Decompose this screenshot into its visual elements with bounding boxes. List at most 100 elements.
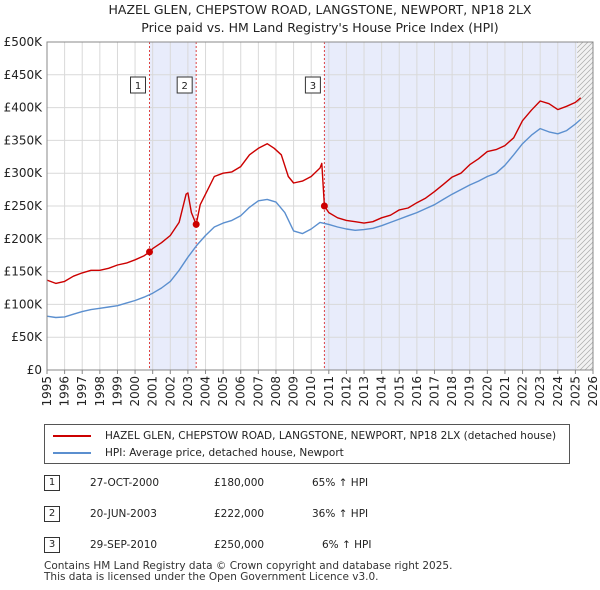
price-chart: HAZEL GLEN, CHEPSTOW ROAD, LANGSTONE, NE… [4,2,600,407]
x-tick-label: 2008 [269,376,283,407]
x-tick-label: 2002 [163,376,177,407]
x-tick-label: 1997 [75,376,89,407]
x-tick-label: 2005 [216,376,230,407]
forecast-hatch-line [577,42,589,54]
forecast-hatch-line [577,261,593,279]
y-tick-label: £150K [4,265,44,279]
x-axis: 1995 1996 1997 1998 1999 2000 2001 2002 2003 2004… [40,370,600,407]
forecast-hatch-line [577,111,593,129]
legend-swatch-red [53,435,91,437]
forecast-hatch [577,22,593,370]
y-tick-label: £200K [4,232,44,246]
forecast-hatch-line [577,161,593,179]
y-tick-label: £350K [4,133,44,147]
forecast-hatch-line [577,276,593,294]
sale-point [192,220,200,228]
forecast-hatch-line [577,51,593,69]
forecast-hatch-line [577,181,593,199]
forecast-hatch-line [577,86,593,104]
forecast-hatch-line [577,46,593,64]
forecast-hatch-line [577,171,593,189]
x-tick-label: 1996 [58,376,72,407]
forecast-hatch-line [577,42,579,44]
forecast-hatch-line [577,71,593,89]
series-lines [46,97,582,319]
y-tick-label: £100K [4,297,44,311]
forecast-hatch-line [577,331,593,349]
forecast-hatch-line [577,336,593,354]
sale-date: 29-SEP-2010 [90,539,158,551]
sale-row: 3 29-SEP-2010 £250,000 6% ↑ HPI [44,537,584,555]
sale-label: 1 [135,81,141,92]
sale-price: £222,000 [214,508,265,520]
x-tick-label: 2024 [551,376,565,407]
sale-label-box [176,76,193,94]
forecast-hatch-line [579,356,593,370]
footer-license: This data is licensed under the Open Gov… [44,571,379,583]
x-tick-label: 2026 [586,376,600,407]
forecast-hatch-line [577,281,593,299]
forecast-hatch-line [577,301,593,319]
x-tick-label: 2020 [480,376,494,407]
forecast-hatch-line [577,151,593,169]
x-tick-label: 2015 [392,376,406,407]
forecast-hatch-line [577,231,593,249]
plot-frame [46,41,594,371]
x-tick-label: 2016 [410,376,424,407]
y-tick-label: £50K [11,330,43,344]
x-tick-label: 1995 [40,376,54,407]
legend-label-price: HAZEL GLEN, CHEPSTOW ROAD, LANGSTONE, NE… [105,430,557,442]
forecast-hatch-line [577,236,593,254]
x-tick-label: 2019 [463,376,477,407]
forecast-hatch-line [577,216,593,234]
forecast-hatch-line [577,22,593,38]
x-tick-label: 2013 [357,376,371,407]
y-tick-label: £300K [4,166,44,180]
x-tick-label: 2012 [339,376,353,407]
sale-label: 2 [181,81,187,92]
forecast-hatch-line [577,176,593,194]
x-tick-label: 1999 [110,376,124,407]
x-tick-label: 2000 [128,376,142,407]
forecast-hatch-line [577,341,593,359]
forecast-hatch-line [577,346,593,364]
sale-price: £180,000 [214,477,265,489]
forecast-hatch-line [577,316,593,334]
sale-label: 3 [310,81,316,92]
forecast-hatch-line [577,121,593,139]
x-tick-label: 2018 [445,376,459,407]
forecast-hatch-line [577,291,593,309]
x-tick-label: 2004 [199,376,213,407]
sale-price: £250,000 [214,539,265,551]
forecast-hatch-line [577,96,593,114]
forecast-hatch-line [577,196,593,214]
forecast-hatch-line [577,206,593,224]
sale-date: 27-OCT-2000 [90,477,159,489]
chart-subtitle: Price paid vs. HM Land Registry's House … [141,20,498,35]
sale-label-box [130,76,147,94]
chart-title: HAZEL GLEN, CHEPSTOW ROAD, LANGSTONE, NE… [109,2,532,17]
forecast-hatch-line [577,211,593,229]
forecast-hatch-line [577,241,593,259]
legend-swatch-blue [53,452,91,454]
forecast-hatch-line [577,146,593,164]
sale-number-badge: 3 [44,537,60,553]
sale-number-badge: 1 [44,475,60,491]
forecast-hatch-line [577,246,593,264]
grid [46,41,594,371]
sale-label-box [304,76,321,94]
y-tick-label: £400K [4,101,44,115]
footer-copyright: Contains HM Land Registry data © Crown c… [44,560,453,572]
sale-markers-lines: 1 2 3 [130,42,325,370]
forecast-hatch-line [577,221,593,239]
x-tick-label: 2023 [533,376,547,407]
forecast-hatch-line [577,186,593,204]
forecast-hatch-line [577,166,593,184]
forecast-hatch-line [577,306,593,324]
forecast-hatch-line [577,101,593,119]
x-tick-label: 2006 [234,376,248,407]
y-tick-label: £250K [4,199,44,213]
forecast-hatch-line [577,296,593,314]
forecast-hatch-line [577,191,593,209]
forecast-hatch-line [577,201,593,219]
